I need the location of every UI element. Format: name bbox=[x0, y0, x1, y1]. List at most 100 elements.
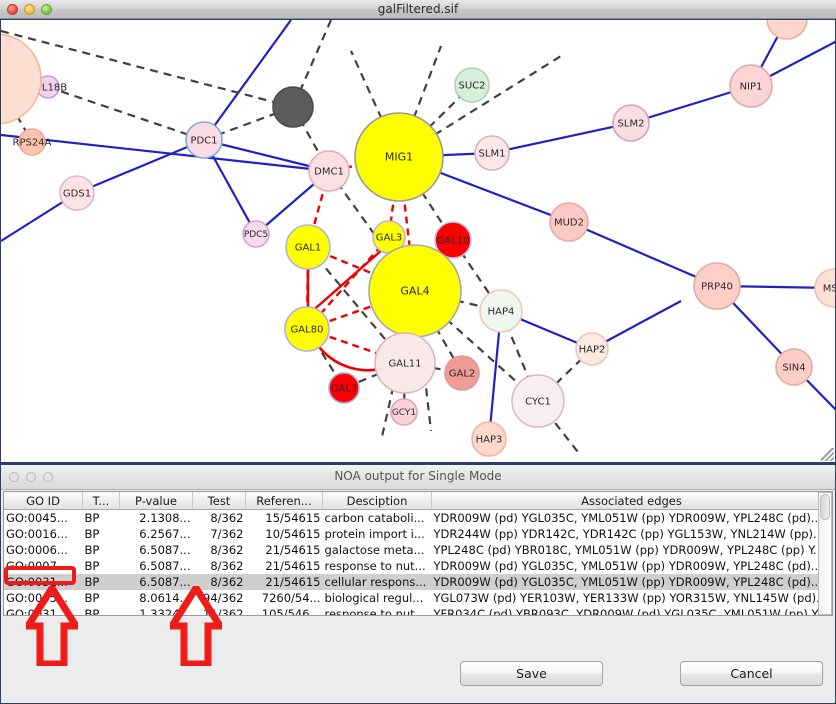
node-gal80[interactable]: GAL80 bbox=[284, 306, 330, 352]
node-slm1[interactable]: SLM1 bbox=[474, 135, 510, 171]
edge-pd[interactable] bbox=[47, 85, 205, 142]
node-pdc5-circle[interactable] bbox=[242, 220, 270, 248]
table-row[interactable]: GO:0065... BP 8.0614... 94/362 7260/54... bio… bbox=[4, 590, 832, 606]
column-header-associated-edges[interactable]: Associated edges bbox=[431, 492, 832, 510]
table-row[interactable]: GO:0016... BP 6.2567... 7/362 10/54615 protei… bbox=[4, 526, 832, 542]
edge-pp[interactable] bbox=[591, 300, 682, 350]
node-unlabeled[interactable] bbox=[1, 33, 42, 125]
node-pdc5[interactable]: PDC5 bbox=[242, 220, 270, 248]
node-mig1[interactable]: MIG1 bbox=[354, 112, 444, 202]
column-header-test[interactable]: Test bbox=[192, 492, 246, 510]
edge-pp[interactable] bbox=[203, 20, 292, 141]
noa-results-table-container[interactable]: GO ID T... P-value Test Referen... Desci… bbox=[3, 491, 833, 616]
node-suc2-circle[interactable] bbox=[454, 67, 490, 103]
node-nip1-circle[interactable] bbox=[729, 64, 773, 108]
node-nip1[interactable]: NIP1 bbox=[729, 64, 773, 108]
column-header-description[interactable]: Desciption bbox=[322, 492, 432, 510]
node-hap4-circle[interactable] bbox=[479, 289, 523, 333]
node-hap3-circle[interactable] bbox=[471, 421, 507, 457]
node-gcy1-circle[interactable] bbox=[390, 398, 418, 426]
node-unlabeled-circle[interactable] bbox=[1, 33, 42, 125]
node-gal7[interactable]: GAL7 bbox=[328, 372, 360, 404]
node-cyc1-circle[interactable] bbox=[511, 374, 565, 428]
node-pdc1[interactable]: PDC1 bbox=[185, 121, 223, 159]
close-button[interactable] bbox=[7, 4, 18, 15]
node-gds1[interactable]: GDS1 bbox=[59, 175, 95, 211]
node-unlabeled[interactable] bbox=[272, 86, 314, 128]
edge-pp[interactable] bbox=[1, 133, 330, 173]
node-gal1[interactable]: GAL1 bbox=[285, 224, 331, 270]
node-unlabeled-circle[interactable] bbox=[766, 20, 808, 40]
edge-pp[interactable] bbox=[203, 138, 330, 173]
node-sin4-circle[interactable] bbox=[775, 348, 813, 386]
save-button[interactable]: Save bbox=[460, 661, 603, 686]
node-gal4[interactable]: GAL4 bbox=[368, 244, 462, 338]
node-gal2-circle[interactable] bbox=[444, 355, 480, 391]
edge-pp[interactable] bbox=[76, 138, 205, 195]
cancel-button[interactable]: Cancel bbox=[680, 661, 823, 686]
node-prp40[interactable]: PRP40 bbox=[693, 262, 741, 310]
column-header-go-id[interactable]: GO ID bbox=[4, 492, 83, 510]
node-gds1-circle[interactable] bbox=[59, 175, 95, 211]
noa-minimize-button[interactable] bbox=[26, 472, 36, 482]
table-row[interactable]: GO:0045... BP 2.1308... 8/362 15/54615 carbon… bbox=[4, 510, 832, 527]
node-dmc1[interactable]: DMC1 bbox=[308, 150, 350, 192]
node-gal80-circle[interactable] bbox=[284, 306, 330, 352]
noa-results-table[interactable]: GO ID T... P-value Test Referen... Desci… bbox=[4, 492, 832, 615]
column-header-reference[interactable]: Referen... bbox=[245, 492, 323, 510]
window-traffic-lights[interactable] bbox=[7, 4, 52, 15]
node-mud2[interactable]: MUD2 bbox=[549, 202, 589, 242]
node-slm2-circle[interactable] bbox=[612, 104, 650, 142]
node-unlabeled[interactable] bbox=[766, 20, 808, 40]
node-gcy1[interactable]: GCY1 bbox=[390, 398, 418, 426]
table-row[interactable]: GO:0007... BP 6.5087... 8/362 21/54615 respon… bbox=[4, 558, 832, 574]
canvas-resize-grip[interactable] bbox=[821, 448, 834, 461]
column-header-type[interactable]: T... bbox=[82, 492, 120, 510]
scrollbar-thumb[interactable] bbox=[820, 494, 830, 520]
node-sin4[interactable]: SIN4 bbox=[775, 348, 813, 386]
node-gal7-circle[interactable] bbox=[328, 372, 360, 404]
node-hap3[interactable]: HAP3 bbox=[471, 421, 507, 457]
node-mig1-circle[interactable] bbox=[354, 112, 444, 202]
node-prp40-circle[interactable] bbox=[693, 262, 741, 310]
edge-pd[interactable] bbox=[343, 361, 406, 390]
noa-traffic-lights[interactable] bbox=[9, 472, 53, 482]
edge-pp[interactable] bbox=[568, 220, 718, 288]
table-row[interactable]: GO:0006... BP 6.5087... 8/362 21/54615 galact… bbox=[4, 542, 832, 558]
node-gal11[interactable]: GAL11 bbox=[374, 332, 436, 394]
node-slm1-circle[interactable] bbox=[474, 135, 510, 171]
noa-zoom-button[interactable] bbox=[43, 472, 53, 482]
node-mud2-circle[interactable] bbox=[549, 202, 589, 242]
node-dmc1-circle[interactable] bbox=[308, 150, 350, 192]
edge-highlight[interactable] bbox=[318, 346, 384, 372]
node-hap2[interactable]: HAP2 bbox=[575, 332, 609, 366]
noa-close-button[interactable] bbox=[9, 472, 19, 482]
node-msn-circle[interactable] bbox=[814, 268, 835, 308]
column-header-p-value[interactable]: P-value bbox=[119, 492, 193, 510]
node-cyc1[interactable]: CYC1 bbox=[511, 374, 565, 428]
node-unlabeled-circle[interactable] bbox=[272, 86, 314, 128]
node-rps24a[interactable]: RPS24A bbox=[13, 128, 52, 156]
node-gal11-circle[interactable] bbox=[374, 332, 436, 394]
node-gal2[interactable]: GAL2 bbox=[444, 355, 480, 391]
node-hap4[interactable]: HAP4 bbox=[479, 289, 523, 333]
table-vertical-scrollbar[interactable] bbox=[818, 492, 832, 615]
edge-pd[interactable] bbox=[328, 170, 416, 292]
node-gal10[interactable]: GAL10 bbox=[434, 221, 472, 259]
network-graph[interactable]: RPL18B RPS24A GDS1 PDC1 PDC5 DMC1 MIG1 SUC2 SLM1… bbox=[1, 20, 835, 462]
node-msn[interactable]: MSN bbox=[814, 268, 835, 308]
node-pdc1-circle[interactable] bbox=[185, 121, 223, 159]
table-row[interactable]: GO:0031... BP 1.3324... 11/362 105/546... res… bbox=[4, 606, 832, 615]
node-gal10-circle[interactable] bbox=[434, 221, 472, 259]
zoom-button[interactable] bbox=[41, 4, 52, 15]
edge-pd[interactable] bbox=[291, 20, 333, 108]
node-hap2-circle[interactable] bbox=[575, 332, 609, 366]
node-slm2[interactable]: SLM2 bbox=[612, 104, 650, 142]
edge-pp[interactable] bbox=[491, 121, 632, 155]
table-row[interactable]: GO:0031... BP 6.5087... 8/362 21/54615 cellul… bbox=[4, 574, 832, 590]
edge-pd[interactable] bbox=[537, 400, 582, 457]
node-suc2[interactable]: SUC2 bbox=[454, 67, 490, 103]
node-rps24a-circle[interactable] bbox=[18, 128, 46, 156]
minimize-button[interactable] bbox=[24, 4, 35, 15]
network-canvas[interactable]: RPL18B RPS24A GDS1 PDC1 PDC5 DMC1 MIG1 SUC2 SLM1… bbox=[0, 19, 836, 463]
